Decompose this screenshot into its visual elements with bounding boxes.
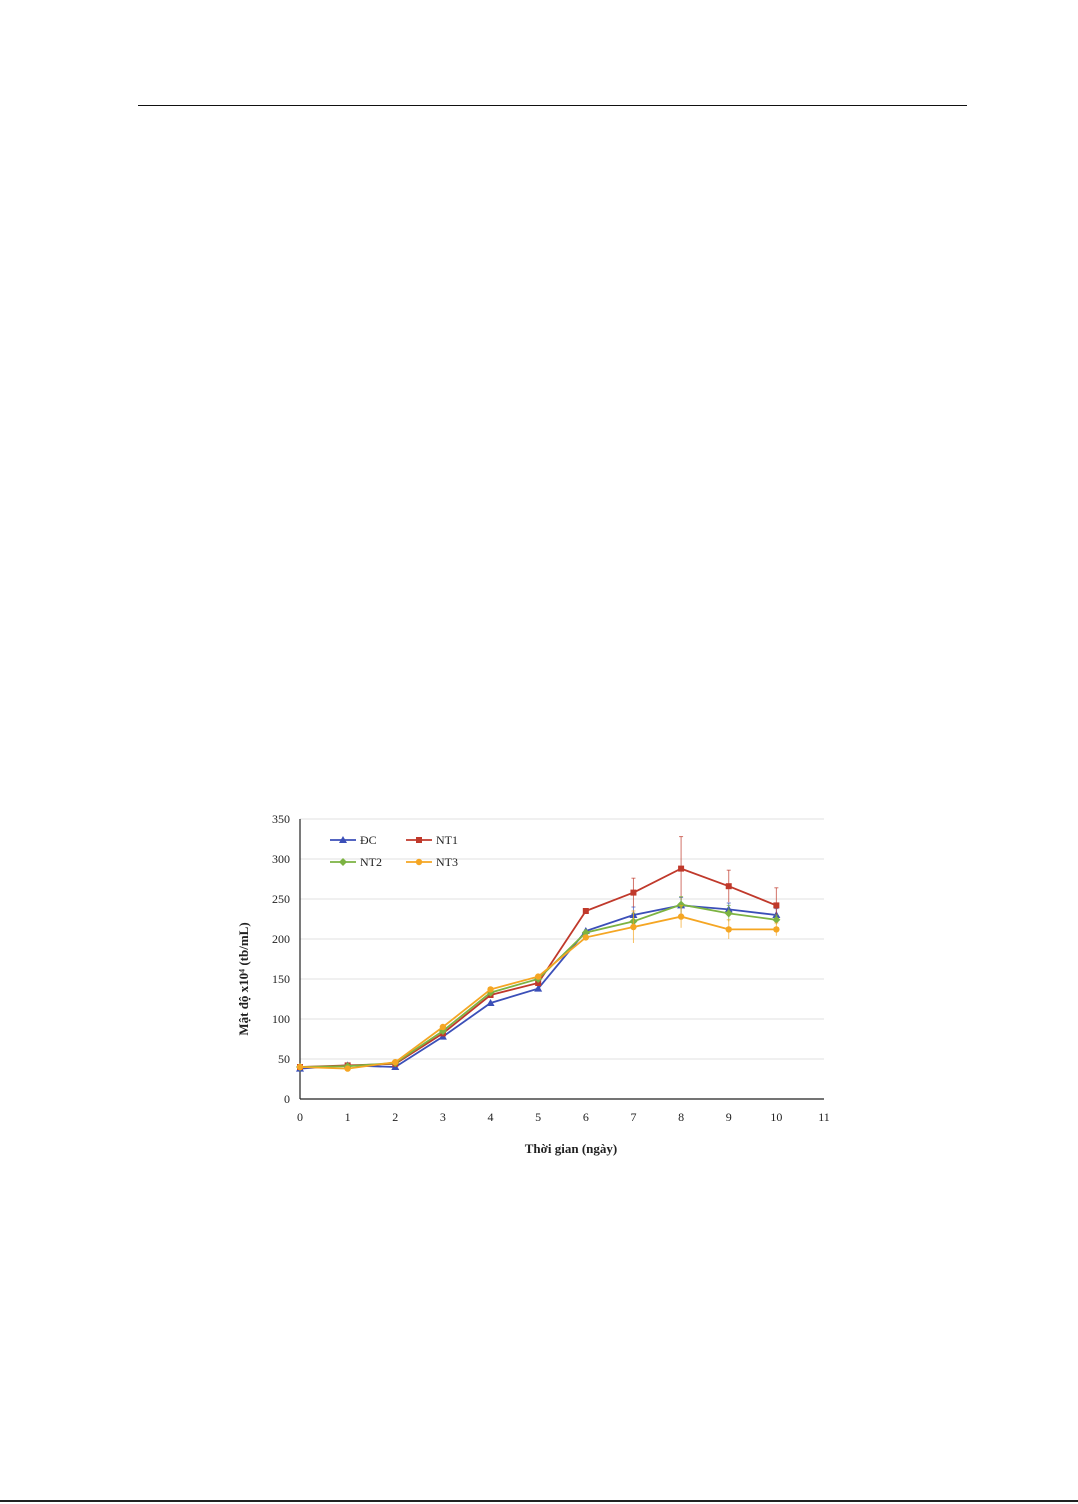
x-tick-label: 3 <box>440 1110 446 1124</box>
y-tick-label: 200 <box>272 932 290 946</box>
data-point <box>772 915 781 924</box>
legend-item: ĐC <box>330 833 377 847</box>
series-group <box>296 836 781 1072</box>
x-tick-label: 11 <box>818 1110 830 1124</box>
data-point <box>724 909 733 918</box>
series-nt1 <box>297 836 780 1070</box>
y-tick-label: 50 <box>278 1052 290 1066</box>
y-tick-label: 300 <box>272 852 290 866</box>
data-point <box>415 858 423 866</box>
legend-label: ĐC <box>360 833 377 847</box>
y-tick-label: 150 <box>272 972 290 986</box>
legend-label: NT2 <box>360 855 382 869</box>
data-point <box>582 908 589 914</box>
x-tick-label: 1 <box>345 1110 351 1124</box>
data-point <box>773 926 780 933</box>
data-point <box>630 889 637 896</box>
data-point <box>678 865 685 872</box>
x-tick-label: 0 <box>297 1110 303 1124</box>
data-point <box>534 973 542 980</box>
legend-item: NT3 <box>406 855 458 869</box>
y-tick-label: 100 <box>272 1012 290 1026</box>
series-nt3 <box>296 904 780 1072</box>
legend-label: NT1 <box>436 833 458 847</box>
data-point <box>725 926 732 933</box>
data-point <box>582 934 590 941</box>
x-tick-label: 9 <box>726 1110 732 1124</box>
header-rule <box>138 105 967 106</box>
legend-item: NT1 <box>406 833 458 847</box>
series-line <box>299 867 777 1068</box>
y-tick-label: 0 <box>284 1092 290 1106</box>
data-point <box>677 913 685 920</box>
legend-label: NT3 <box>436 855 458 869</box>
data-point <box>725 883 732 890</box>
data-point <box>392 1059 399 1066</box>
data-point <box>416 837 422 843</box>
y-tick-label: 350 <box>272 812 290 826</box>
data-point <box>486 999 495 1006</box>
data-point <box>581 928 590 937</box>
data-point <box>677 900 686 909</box>
x-tick-label: 7 <box>630 1110 636 1124</box>
x-tick-label: 8 <box>678 1110 684 1124</box>
data-point <box>339 836 347 843</box>
data-point <box>773 902 780 909</box>
x-axis-label: Thời gian (ngày) <box>525 1141 617 1156</box>
grid-lines <box>300 818 824 1060</box>
legend: ĐC NT1 NT2 NT3 <box>330 833 458 869</box>
data-point <box>487 986 494 993</box>
data-point <box>296 1063 304 1071</box>
x-tick-label: 5 <box>535 1110 541 1124</box>
x-tick-label: 4 <box>488 1110 494 1124</box>
data-point <box>630 923 637 931</box>
x-tick-label: 6 <box>583 1110 589 1124</box>
y-tick-label: 250 <box>272 892 290 906</box>
y-axis-label: Mật độ x10⁴ (tb/mL) <box>236 922 251 1035</box>
data-point <box>439 1023 447 1031</box>
data-point <box>344 1065 351 1072</box>
x-tick-label: 2 <box>392 1110 398 1124</box>
line-chart: 0 50 100 150 200 250 300 350 0 1 2 3 4 5 6 7 8 9 10 11 ĐC NT… <box>236 812 830 1156</box>
footer-rule <box>0 1500 1078 1502</box>
legend-item: NT2 <box>330 855 382 869</box>
axes: 0 50 100 150 200 250 300 350 0 1 2 3 4 5 6 7 8 9 10 11 <box>272 812 830 1124</box>
data-point <box>534 984 543 992</box>
data-point <box>339 858 347 866</box>
x-tick-label: 10 <box>770 1110 782 1124</box>
